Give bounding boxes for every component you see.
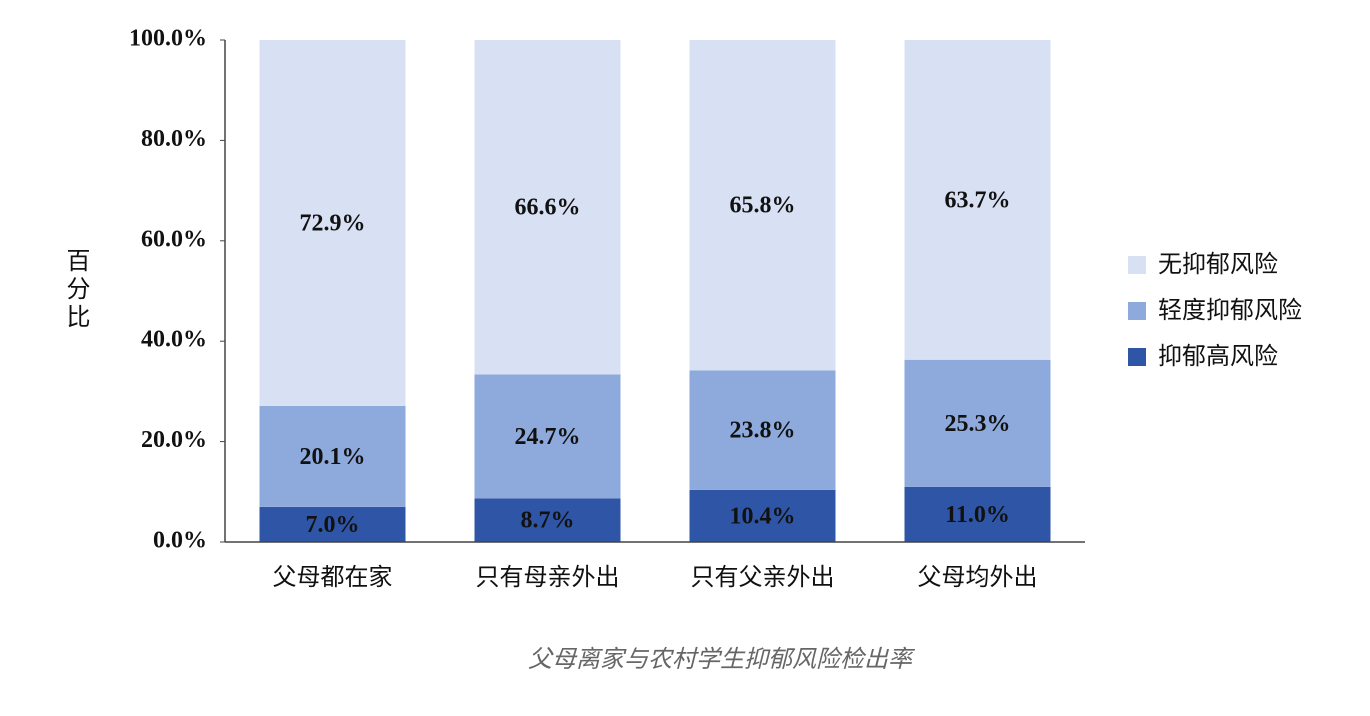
- x-tick-label: 只有母亲外出: [476, 563, 620, 591]
- y-tick-label: 80.0%: [141, 126, 207, 152]
- value-label: 65.8%: [730, 193, 796, 219]
- value-label: 23.8%: [730, 418, 796, 444]
- y-tick-label: 0.0%: [153, 528, 207, 554]
- value-label: 25.3%: [945, 411, 1011, 437]
- y-tick-label: 100.0%: [129, 26, 207, 52]
- value-label: 10.4%: [730, 503, 796, 529]
- bar-segment: [904, 486, 1051, 542]
- bar-segment: [259, 506, 406, 542]
- legend-label: 轻度抑郁风险: [1158, 296, 1302, 324]
- x-tick-label: 父母都在家: [273, 563, 393, 591]
- bar-segment: [689, 489, 836, 542]
- value-label: 24.7%: [515, 424, 581, 450]
- value-label: 63.7%: [945, 187, 1011, 213]
- legend-swatch: [1128, 256, 1146, 274]
- y-tick-label: 20.0%: [141, 427, 207, 453]
- caption: 父母离家与农村学生抑郁风险检出率: [528, 645, 916, 673]
- bar-segment: [259, 405, 406, 507]
- bar-segment: [904, 40, 1051, 360]
- value-label: 7.0%: [306, 512, 360, 538]
- value-label: 66.6%: [515, 195, 581, 221]
- x-tick-label: 父母均外出: [918, 563, 1038, 591]
- legend-label: 无抑郁风险: [1158, 250, 1278, 278]
- value-label: 11.0%: [945, 502, 1010, 528]
- value-label: 20.1%: [300, 444, 366, 470]
- bar-segment: [689, 370, 836, 490]
- value-label: 8.7%: [521, 508, 575, 534]
- y-tick-label: 40.0%: [141, 327, 207, 353]
- value-label: 72.9%: [300, 210, 366, 236]
- legend-swatch: [1128, 302, 1146, 320]
- x-tick-label: 只有父亲外出: [691, 563, 835, 591]
- bar-segment: [904, 359, 1051, 487]
- y-axis-label: 百分比: [62, 248, 90, 332]
- bar-segment: [474, 40, 621, 375]
- legend-swatch: [1128, 348, 1146, 366]
- bar-segment: [689, 40, 836, 371]
- y-tick-label: 60.0%: [141, 226, 207, 252]
- bar-segment: [259, 40, 406, 406]
- bar-segment: [474, 374, 621, 499]
- bar-segment: [474, 498, 621, 542]
- legend-label: 抑郁高风险: [1158, 342, 1278, 370]
